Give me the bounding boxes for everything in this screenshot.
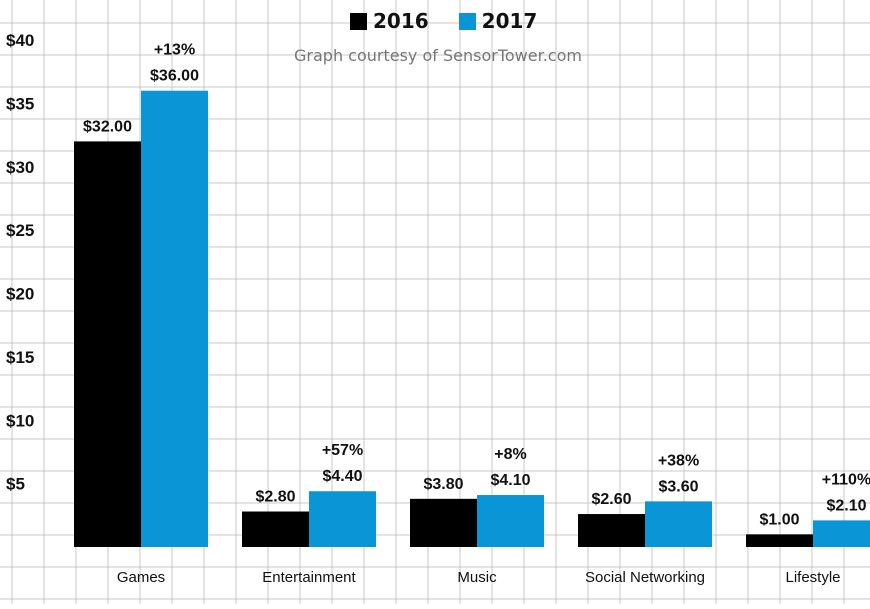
bar-2017-2 (477, 495, 544, 547)
category-label: Music (457, 569, 497, 586)
legend-item-2017: 2017 (458, 9, 538, 33)
y-tick-label: $15 (6, 348, 34, 367)
data-label-2017: $4.40 (322, 468, 362, 485)
bar-2017-3 (645, 501, 712, 547)
y-tick-label: $30 (6, 158, 34, 177)
y-tick-label: $40 (6, 31, 34, 50)
chart-subtitle: Graph courtesy of SensorTower.com (294, 46, 582, 65)
y-tick-label: $25 (6, 221, 34, 240)
legend-label-2017: 2017 (481, 9, 538, 33)
data-label-2016: $2.60 (591, 491, 631, 508)
bar-2016-2 (410, 498, 477, 547)
legend-label-2016: 2016 (373, 9, 429, 33)
bar-2016-0 (74, 141, 141, 547)
y-tick-label: $35 (6, 94, 34, 113)
bar-2016-1 (242, 511, 309, 547)
data-label-2017: $3.60 (658, 478, 698, 495)
category-label: Lifestyle (785, 569, 840, 586)
y-tick-label: $5 (6, 475, 25, 494)
y-tick-label: $20 (6, 285, 34, 304)
legend-item-2016: 2016 (350, 9, 429, 33)
legend: 2016 2017 (350, 8, 537, 34)
data-label-2017: $2.10 (826, 497, 866, 514)
bar-2016-3 (578, 514, 645, 547)
legend-swatch-2017 (458, 12, 476, 30)
growth-label: +110% (822, 471, 870, 488)
category-label: Social Networking (585, 569, 705, 586)
data-label-2016: $2.80 (255, 489, 295, 506)
legend-swatch-2016 (350, 12, 367, 30)
data-label-2017: $36.00 (150, 68, 199, 85)
data-label-2016: $1.00 (759, 511, 799, 528)
data-label-2016: $32.00 (83, 118, 132, 135)
category-label: Games (117, 569, 165, 586)
bar-2016-4 (746, 534, 813, 547)
data-label-2017: $4.10 (490, 472, 530, 489)
bar-2017-4 (813, 520, 870, 547)
growth-label: +38% (658, 452, 699, 469)
growth-label: +13% (154, 42, 195, 59)
category-label: Entertainment (262, 569, 356, 586)
data-label-2016: $3.80 (423, 476, 463, 493)
growth-label: +8% (494, 446, 526, 463)
bar-2017-0 (141, 90, 208, 547)
growth-label: +57% (322, 442, 363, 459)
y-tick-label: $10 (6, 411, 34, 430)
bar-2017-1 (309, 491, 376, 547)
